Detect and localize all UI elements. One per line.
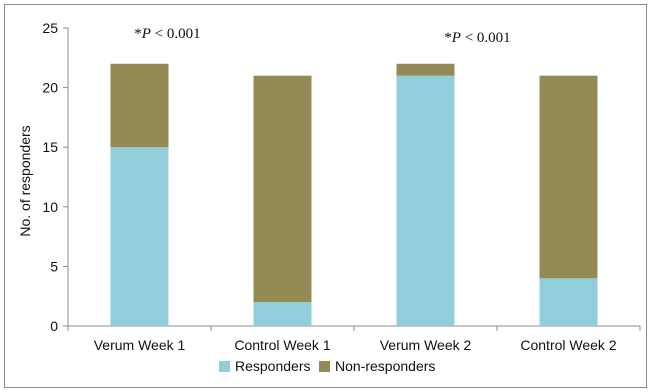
y-tick-label: 0 [50,318,58,334]
x-tick-label: Control Week 2 [520,337,616,353]
bar-non-responders-4 [539,75,598,279]
bar-responders-4 [539,278,598,326]
x-axis: Verum Week 1 Control Week 1 Verum Week 2 Co… [67,325,641,353]
legend-swatch [219,361,230,372]
legend-label: Responders [235,358,311,374]
y-tick-label: 25 [42,20,58,36]
legend: Responders Non-responders [219,358,435,374]
legend-swatch [319,361,330,372]
x-tick-label: Verum Week 1 [94,337,186,353]
y-tick-label: 15 [42,139,58,155]
bar-responders-2 [253,302,312,326]
y-axis-label: No. of responders [17,125,33,236]
x-tick-label: Control Week 1 [234,337,330,353]
significance-annotation: *P < 0.001 [134,26,200,42]
y-tick-label: 5 [50,258,58,274]
bars [110,63,598,327]
y-tick-label: 20 [42,80,58,96]
y-axis: 0 5 10 15 20 25 [42,20,69,334]
bar-non-responders-3 [396,63,455,76]
bar-non-responders-2 [253,75,312,303]
annotations: *P < 0.001 *P < 0.001 [134,26,510,46]
significance-annotation: *P < 0.001 [444,30,510,46]
bar-non-responders-1 [110,63,169,148]
bar-responders-3 [396,75,455,327]
y-tick-label: 10 [42,199,58,215]
chart-frame [4,4,647,388]
legend-label: Non-responders [335,358,435,374]
bar-responders-1 [110,147,169,326]
x-tick-label: Verum Week 2 [380,337,472,353]
